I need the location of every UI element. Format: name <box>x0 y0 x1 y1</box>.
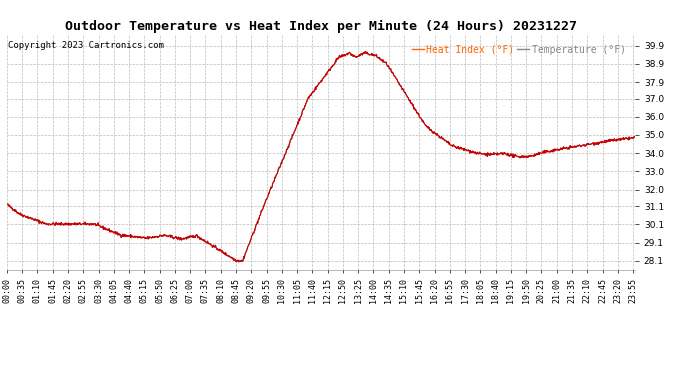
Legend: Heat Index (°F), Temperature (°F): Heat Index (°F), Temperature (°F) <box>408 41 630 59</box>
Text: Copyright 2023 Cartronics.com: Copyright 2023 Cartronics.com <box>8 41 164 50</box>
Title: Outdoor Temperature vs Heat Index per Minute (24 Hours) 20231227: Outdoor Temperature vs Heat Index per Mi… <box>65 20 577 33</box>
